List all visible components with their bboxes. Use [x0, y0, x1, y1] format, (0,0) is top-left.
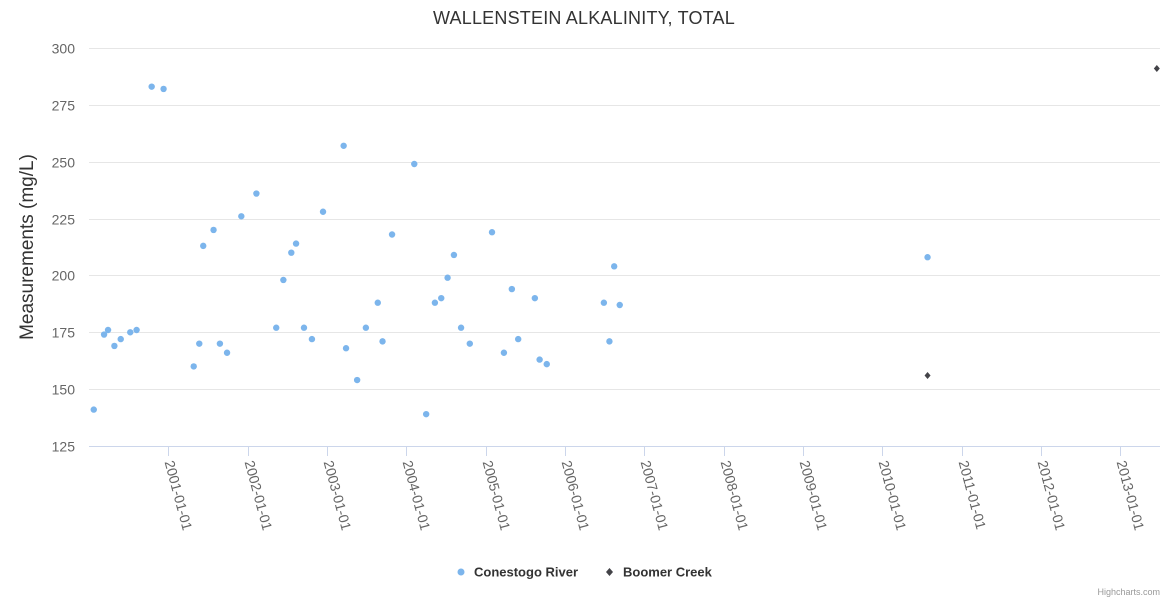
- legend-marker-conestogo-river: [457, 568, 465, 576]
- point-conestogo-river[interactable]: [531, 294, 539, 302]
- point-conestogo-river[interactable]: [924, 254, 931, 261]
- point-conestogo-river[interactable]: [216, 340, 224, 347]
- point-conestogo-river[interactable]: [379, 338, 386, 345]
- point-conestogo-river[interactable]: [253, 190, 260, 197]
- y-tick-label: 225: [52, 212, 76, 228]
- y-axis-label: Measurements (mg/L): [17, 154, 38, 340]
- legend[interactable]: Conestogo River Boomer Creek: [457, 565, 713, 580]
- y-tick-label: 250: [52, 155, 76, 171]
- point-conestogo-river[interactable]: [374, 299, 381, 306]
- point-conestogo-river[interactable]: [133, 326, 140, 334]
- point-conestogo-river[interactable]: [422, 410, 430, 418]
- x-tick-label: 2011-01-01: [956, 459, 990, 532]
- point-conestogo-river[interactable]: [111, 342, 118, 350]
- point-conestogo-river[interactable]: [450, 251, 458, 259]
- x-tick-label: 2013-01-01: [1114, 459, 1148, 533]
- x-tick-label: 2003-01-01: [321, 459, 355, 533]
- grid-lines: [89, 48, 1160, 390]
- point-boomer-creek[interactable]: [1153, 64, 1160, 72]
- legend-label-conestogo-river: Conestogo River: [474, 565, 578, 580]
- y-tick-label: 300: [52, 41, 76, 57]
- point-conestogo-river[interactable]: [362, 324, 370, 331]
- point-conestogo-river[interactable]: [90, 406, 97, 413]
- point-conestogo-river[interactable]: [353, 376, 361, 384]
- point-conestogo-river[interactable]: [600, 299, 608, 306]
- point-conestogo-river[interactable]: [292, 240, 300, 247]
- point-conestogo-river[interactable]: [543, 360, 550, 368]
- x-tick-label: 2009-01-01: [797, 459, 831, 533]
- point-conestogo-river[interactable]: [196, 340, 203, 347]
- point-conestogo-river[interactable]: [117, 335, 124, 343]
- point-conestogo-river[interactable]: [280, 276, 287, 284]
- y-tick-label: 200: [52, 268, 76, 284]
- legend-marker-boomer-creek: [606, 568, 613, 576]
- point-conestogo-river[interactable]: [438, 294, 445, 302]
- x-tick-label: 2005-01-01: [480, 459, 514, 533]
- y-tick-label: 125: [52, 439, 76, 455]
- legend-item-boomer-creek[interactable]: Boomer Creek: [606, 565, 713, 580]
- point-conestogo-river[interactable]: [508, 285, 516, 293]
- point-boomer-creek[interactable]: [924, 371, 931, 379]
- point-conestogo-river[interactable]: [300, 324, 308, 331]
- point-conestogo-river[interactable]: [273, 324, 280, 331]
- point-conestogo-river[interactable]: [200, 242, 207, 250]
- point-conestogo-river[interactable]: [210, 226, 217, 234]
- x-tick-label: 2012-01-01: [1035, 459, 1069, 533]
- x-tick-label: 2004-01-01: [400, 459, 434, 533]
- point-conestogo-river[interactable]: [340, 142, 347, 149]
- credits-link[interactable]: Highcharts.com: [1097, 587, 1160, 597]
- point-conestogo-river[interactable]: [104, 326, 112, 334]
- point-conestogo-river[interactable]: [444, 274, 451, 281]
- point-conestogo-river[interactable]: [606, 338, 613, 345]
- point-conestogo-river[interactable]: [431, 299, 439, 306]
- y-tick-label: 175: [52, 325, 76, 341]
- point-conestogo-river[interactable]: [514, 335, 522, 343]
- point-conestogo-river[interactable]: [536, 356, 543, 363]
- y-tick-label: 275: [52, 98, 76, 114]
- point-conestogo-river[interactable]: [223, 349, 231, 356]
- point-conestogo-river[interactable]: [319, 208, 327, 215]
- series-group: [90, 64, 1160, 418]
- point-conestogo-river[interactable]: [500, 349, 508, 356]
- point-conestogo-river[interactable]: [238, 213, 245, 220]
- x-tick-label: 2007-01-01: [638, 459, 672, 533]
- x-tick-label: 2002-01-01: [242, 459, 276, 533]
- point-conestogo-river[interactable]: [100, 331, 108, 338]
- point-conestogo-river[interactable]: [457, 324, 465, 331]
- y-tick-label: 150: [52, 382, 76, 398]
- point-conestogo-river[interactable]: [190, 363, 197, 370]
- legend-label-boomer-creek: Boomer Creek: [623, 565, 713, 580]
- point-conestogo-river[interactable]: [488, 229, 496, 236]
- point-conestogo-river[interactable]: [288, 249, 295, 256]
- point-conestogo-river[interactable]: [616, 301, 623, 309]
- x-axis-ticks: 2001-01-01 2002-01-01 2003-01-01 2004-01-01…: [162, 446, 1148, 532]
- y-axis-ticks: 125 150 175 200 225 250 275 300: [52, 41, 76, 455]
- x-tick-label: 2006-01-01: [559, 459, 593, 533]
- point-conestogo-river[interactable]: [127, 329, 134, 336]
- point-conestogo-river[interactable]: [308, 335, 316, 343]
- chart-title: WALLENSTEIN ALKALINITY, TOTAL: [433, 8, 735, 28]
- point-conestogo-river[interactable]: [342, 345, 350, 352]
- point-conestogo-river[interactable]: [388, 231, 396, 238]
- point-conestogo-river[interactable]: [160, 85, 167, 93]
- legend-item-conestogo-river[interactable]: Conestogo River: [457, 565, 579, 580]
- x-tick-label: 2008-01-01: [718, 459, 752, 533]
- x-tick-label: 2001-01-01: [162, 459, 196, 533]
- x-tick-label: 2010-01-01: [876, 459, 910, 533]
- point-conestogo-river[interactable]: [466, 340, 473, 347]
- point-conestogo-river[interactable]: [610, 263, 618, 270]
- point-conestogo-river[interactable]: [148, 83, 155, 90]
- point-conestogo-river[interactable]: [411, 160, 418, 168]
